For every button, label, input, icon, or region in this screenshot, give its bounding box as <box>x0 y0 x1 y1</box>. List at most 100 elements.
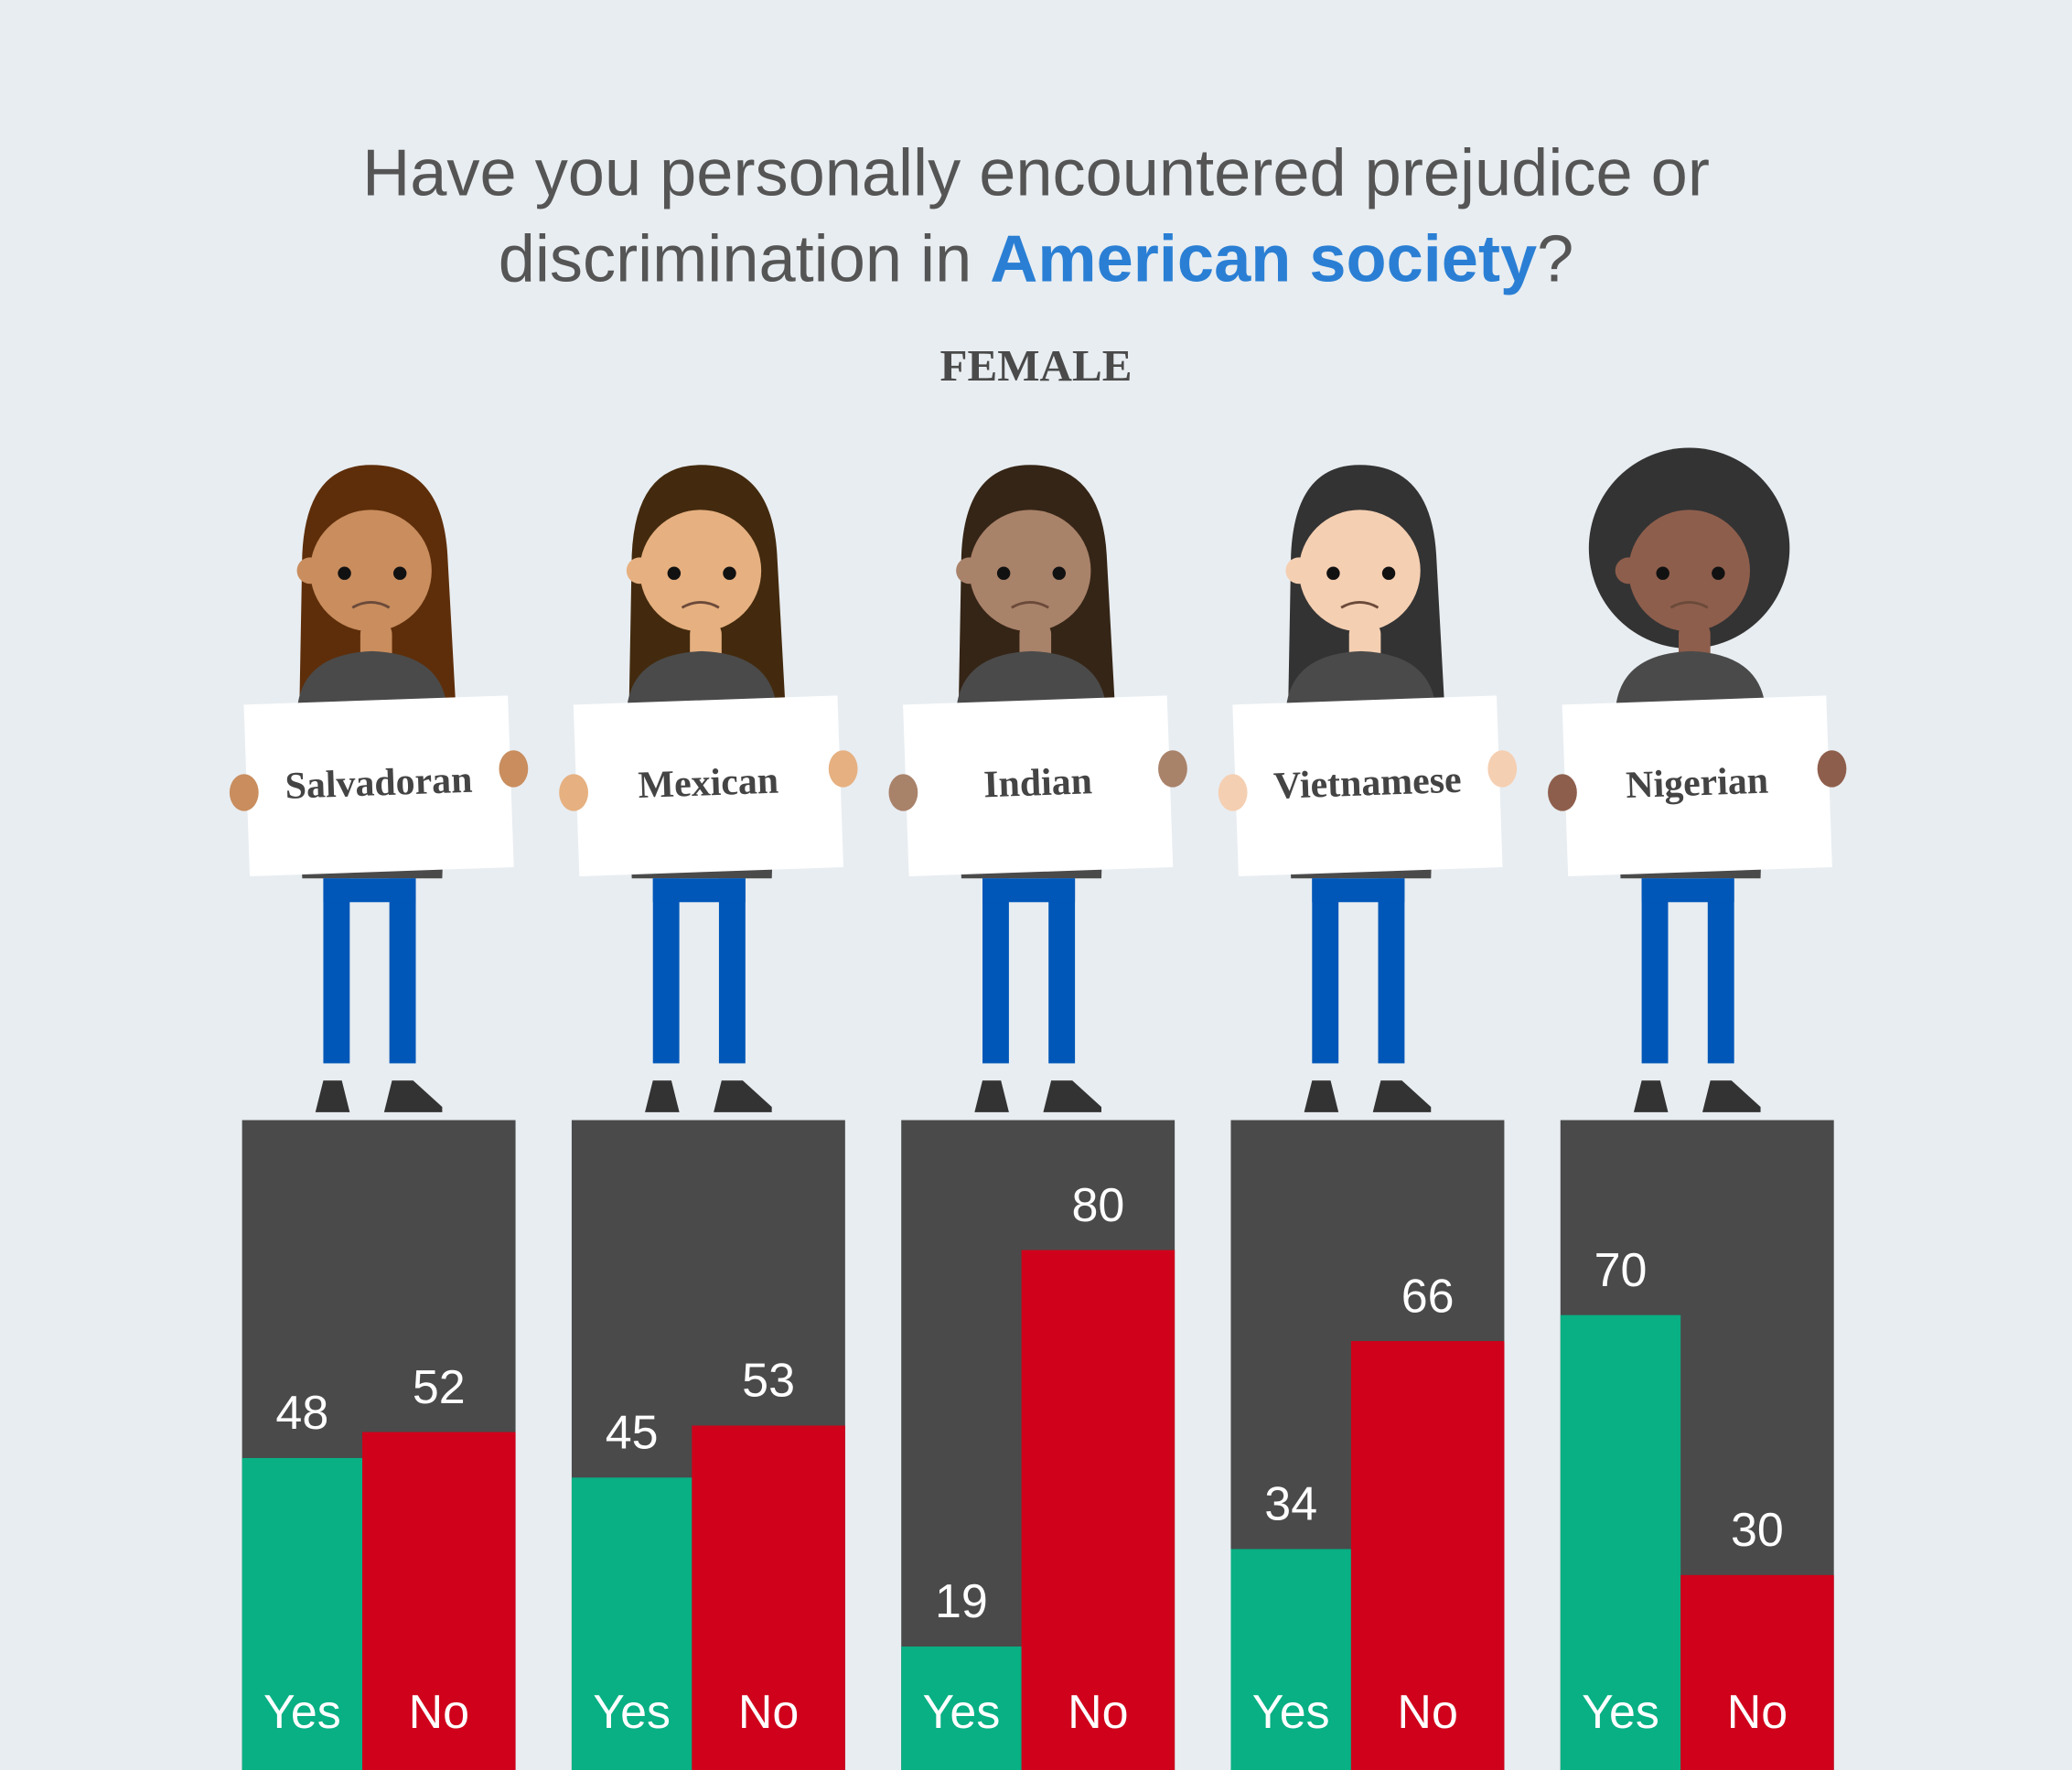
series-label: No <box>409 1686 469 1739</box>
bar <box>1021 1250 1176 1770</box>
bar <box>1230 1549 1351 1770</box>
leg <box>389 878 416 1064</box>
bar <box>1560 1314 1681 1770</box>
shoe <box>1304 1080 1339 1112</box>
eye <box>723 566 736 580</box>
hand <box>1817 750 1847 788</box>
sign-label: Mexican <box>638 760 779 807</box>
sign-group: Nigerian <box>1562 695 1832 877</box>
leg <box>982 878 1009 1064</box>
hip <box>1312 878 1405 903</box>
value-label: 30 <box>1731 1504 1784 1557</box>
ear <box>1285 557 1313 585</box>
shoe <box>714 1080 772 1112</box>
series-label: Yes <box>1252 1686 1330 1739</box>
figure: Indian <box>888 465 1187 1112</box>
mouth <box>1340 601 1380 609</box>
eye <box>1326 566 1340 580</box>
bar <box>901 1647 1022 1770</box>
eye <box>1712 566 1725 580</box>
sign-group: Salvadoran <box>243 695 514 877</box>
ear <box>626 557 653 585</box>
bar <box>362 1432 516 1770</box>
figure: Vietnamese <box>1218 465 1518 1112</box>
head <box>1628 510 1750 632</box>
leg <box>718 878 746 1064</box>
head <box>310 510 432 632</box>
value-label: 70 <box>1594 1244 1648 1297</box>
mouth <box>681 601 720 609</box>
figure: Nigerian <box>1548 447 1847 1112</box>
eye <box>392 566 407 580</box>
value-label: 34 <box>1264 1478 1317 1531</box>
sign <box>903 695 1174 877</box>
sign <box>573 695 843 877</box>
title-line-2: discrimination in American society? <box>499 223 1574 296</box>
sign <box>1232 695 1503 877</box>
ear <box>956 557 983 585</box>
value-label: 66 <box>1401 1270 1455 1323</box>
series-label: No <box>1068 1686 1128 1739</box>
bar <box>571 1477 692 1770</box>
eye <box>1656 566 1669 580</box>
title-highlight: American society <box>990 223 1537 296</box>
value-label: 48 <box>275 1387 328 1440</box>
value-label: 45 <box>606 1407 659 1460</box>
value-label: 53 <box>742 1355 795 1408</box>
figure: Salvadoran <box>229 465 529 1112</box>
series-label: No <box>1727 1686 1788 1739</box>
hip <box>652 878 746 903</box>
sign-group: Indian <box>903 695 1174 877</box>
head <box>1298 510 1421 632</box>
ear <box>1615 557 1642 585</box>
series-label: Yes <box>593 1686 671 1739</box>
bar <box>1680 1574 1834 1770</box>
hand <box>1158 750 1187 788</box>
sign-group: Mexican <box>573 695 843 877</box>
sign-label: Indian <box>982 760 1092 806</box>
title-text: discrimination in <box>499 223 972 296</box>
value-label: 80 <box>1071 1179 1124 1232</box>
hand <box>499 750 529 788</box>
sign-label: Nigerian <box>1625 760 1768 807</box>
head <box>639 510 762 632</box>
eye <box>667 566 682 580</box>
hand <box>1548 774 1577 811</box>
title-line-1: Have you personally encountered prejudic… <box>362 137 1710 210</box>
mouth <box>1669 601 1709 609</box>
sign-label: Salvadoran <box>284 759 473 808</box>
hand <box>559 774 588 811</box>
sign-label: Vietnamese <box>1272 759 1462 808</box>
eye <box>338 566 351 580</box>
mouth <box>351 601 391 609</box>
hip <box>1641 878 1734 903</box>
series-label: No <box>1397 1686 1457 1739</box>
shoe <box>645 1080 680 1112</box>
hand <box>1218 774 1248 811</box>
hand <box>888 774 918 811</box>
shoe <box>315 1080 350 1112</box>
hip <box>323 878 416 903</box>
title-end: ? <box>1537 223 1573 296</box>
series-label: Yes <box>263 1686 341 1739</box>
bar <box>242 1457 363 1770</box>
sign <box>243 695 514 877</box>
eye <box>996 566 1011 580</box>
hand <box>1487 750 1518 788</box>
subtitle: FEMALE <box>940 340 1133 391</box>
shoe <box>1633 1080 1669 1112</box>
shoe <box>974 1080 1009 1112</box>
bar <box>692 1425 845 1770</box>
leg <box>1312 878 1339 1064</box>
shoe <box>1372 1080 1432 1112</box>
leg <box>1707 878 1734 1064</box>
sign-group: Vietnamese <box>1232 695 1503 877</box>
value-label: 19 <box>935 1575 988 1628</box>
ear <box>296 557 324 585</box>
value-label: 52 <box>413 1361 466 1414</box>
eye <box>1052 566 1066 580</box>
figure: Mexican <box>559 465 858 1112</box>
shoe <box>1043 1080 1101 1112</box>
eye <box>1381 566 1396 580</box>
